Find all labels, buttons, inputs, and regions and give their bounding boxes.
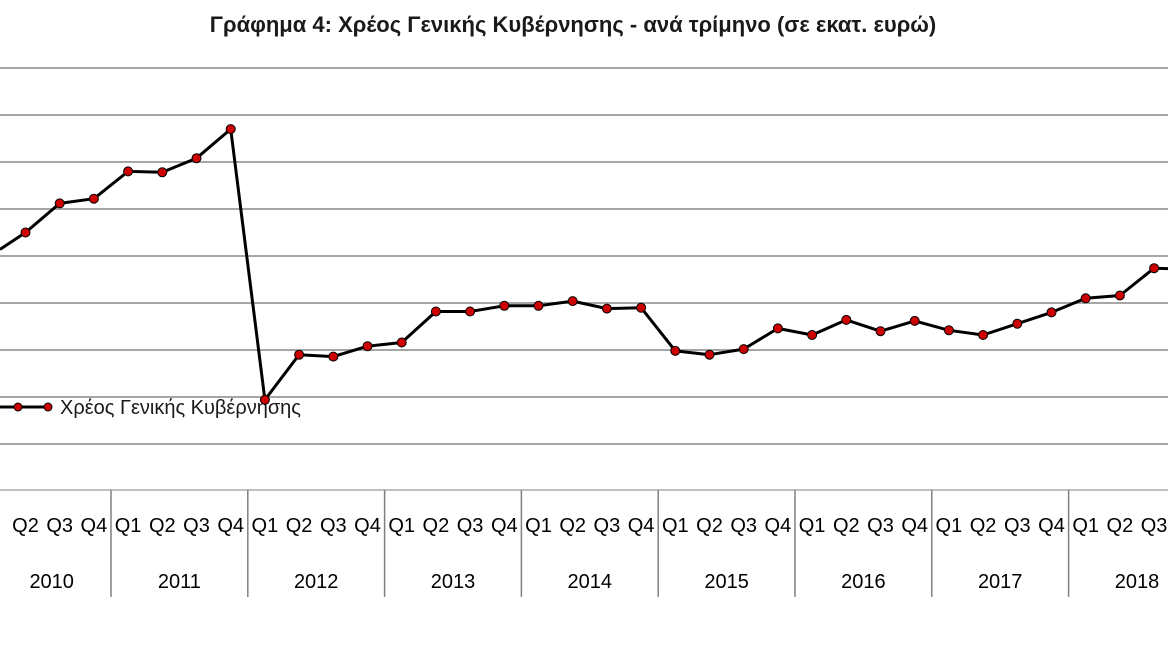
year-label: 2013 [431, 571, 476, 593]
x-tick-label: Q2 [1107, 515, 1134, 537]
year-label: 2010 [29, 571, 74, 593]
x-tick-label: Q3 [867, 515, 894, 537]
data-point [123, 166, 134, 177]
x-tick-label: Q4 [81, 515, 108, 537]
year-label: 2011 [158, 571, 201, 593]
data-point [20, 227, 31, 238]
year-label: 2012 [294, 571, 339, 593]
x-tick-label: Q2 [286, 515, 313, 537]
data-point [670, 345, 681, 356]
x-tick-label: Q4 [491, 515, 518, 537]
year-label: 2018 [1115, 571, 1160, 593]
data-point [54, 198, 65, 209]
data-point [465, 306, 476, 317]
data-point [499, 300, 510, 311]
data-point [533, 300, 544, 311]
x-tick-label: Q2 [696, 515, 723, 537]
x-tick-label: Q3 [594, 515, 621, 537]
data-point [1046, 307, 1057, 318]
x-tick-label: Q3 [46, 515, 73, 537]
x-tick-label: Q4 [1038, 515, 1065, 537]
data-point [1080, 293, 1091, 304]
data-point [259, 394, 270, 405]
x-tick-label: Q4 [628, 515, 655, 537]
year-label: 2014 [568, 571, 613, 593]
year-label: 2015 [704, 571, 749, 593]
data-point [191, 153, 202, 164]
data-point [294, 349, 305, 360]
x-tick-label: Q1 [799, 515, 826, 537]
x-tick-label: Q1 [388, 515, 415, 537]
year-label: 2017 [978, 571, 1023, 593]
data-point [841, 314, 852, 325]
x-tick-label: Q3 [457, 515, 484, 537]
x-tick-label: Q1 [252, 515, 279, 537]
x-tick-label: Q2 [559, 515, 586, 537]
data-point [978, 330, 989, 340]
x-tick-label: Q1 [1072, 515, 1099, 537]
data-point [1149, 263, 1160, 274]
x-tick-label: Q1 [936, 515, 963, 537]
x-tick-label: Q2 [970, 515, 997, 537]
data-point [1114, 290, 1125, 301]
data-point [328, 351, 339, 362]
x-tick-label: Q4 [217, 515, 244, 537]
x-tick-label: Q3 [320, 515, 347, 537]
x-tick-label: Q2 [12, 515, 39, 537]
data-point [909, 315, 920, 326]
x-tick-label: Q2 [833, 515, 860, 537]
data-point [567, 296, 578, 307]
data-point [601, 303, 612, 314]
year-label: 2016 [841, 571, 886, 593]
legend: Χρέος Γενικής Κυβέρνησης [0, 397, 301, 419]
data-point [362, 341, 373, 352]
x-tick-label: Q3 [1141, 515, 1168, 537]
legend-marker [43, 402, 53, 412]
data-point [943, 325, 954, 336]
data-point [772, 323, 783, 334]
x-tick-label: Q4 [901, 515, 928, 537]
x-axis: Q2 Q3 Q4 Q1 Q2 Q3 Q4 Q1 Q2 Q3 Q4 Q1 Q2 Q3 Q4 Q1 Q2 Q3 Q4 Q1… [0, 489, 1168, 597]
data-point [1012, 318, 1023, 329]
data-point [738, 344, 749, 355]
data-point [704, 349, 715, 360]
x-tick-label: Q1 [662, 515, 689, 537]
data-point [396, 337, 407, 348]
x-tick-label: Q3 [183, 515, 210, 537]
data-point [88, 193, 99, 204]
series-group [0, 124, 1168, 405]
data-point [430, 306, 441, 317]
x-tick-label: Q3 [1004, 515, 1031, 537]
legend-label: Χρέος Γενικής Κυβέρνησης [60, 397, 301, 419]
x-tick-label: Q3 [730, 515, 757, 537]
chart-title: Γράφημα 4: Χρέος Γενικής Κυβέρνησης - αν… [210, 12, 936, 37]
x-tick-label: Q1 [115, 515, 142, 537]
legend-marker [13, 402, 23, 412]
data-point [157, 167, 168, 178]
data-point [636, 302, 647, 313]
x-tick-label: Q4 [765, 515, 792, 537]
x-tick-label: Q2 [149, 515, 176, 537]
data-point [807, 330, 818, 340]
x-tick-label: Q4 [354, 515, 381, 537]
x-tick-label: Q2 [423, 515, 450, 537]
x-tick-label: Q1 [525, 515, 552, 537]
data-point [225, 124, 236, 135]
data-point [875, 326, 886, 337]
gridlines [0, 67, 1168, 445]
series-line [0, 127, 1168, 402]
